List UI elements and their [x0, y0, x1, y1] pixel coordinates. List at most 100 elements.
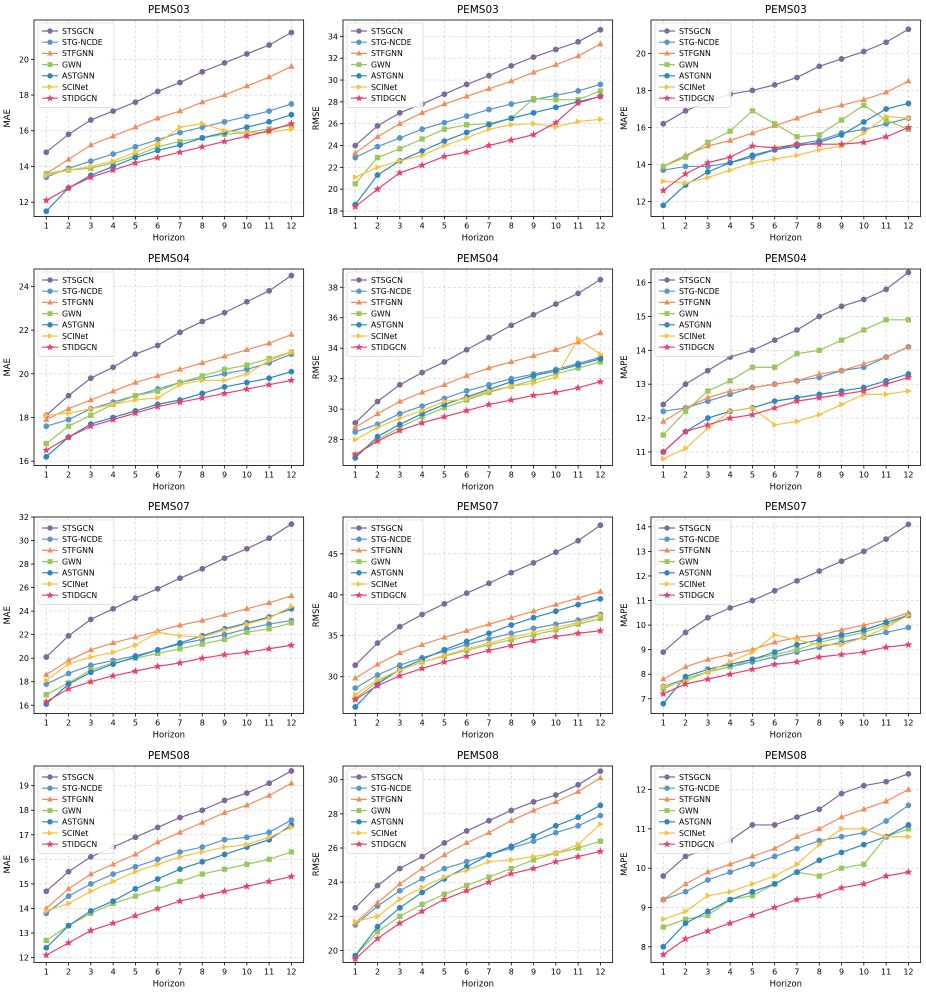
legend-label: STIDGCN [679, 94, 714, 103]
data-point [131, 158, 140, 167]
x-tick-label: 9 [531, 470, 536, 479]
data-point [727, 651, 734, 657]
data-point [65, 922, 72, 929]
data-point [418, 611, 425, 618]
y-tick-label: 9 [641, 646, 646, 655]
data-point [395, 168, 404, 177]
series-line [45, 123, 292, 201]
series-stsgcn [352, 276, 603, 426]
data-point [265, 380, 273, 388]
series-line [354, 590, 601, 679]
legend-marker [356, 829, 362, 836]
data-point [374, 882, 381, 889]
data-point [906, 316, 912, 322]
legend-label: STFGNN [371, 795, 403, 804]
data-point [463, 113, 470, 119]
data-point [573, 629, 582, 637]
series-line [354, 356, 601, 433]
series-stg-ncde [43, 101, 295, 181]
y-tick-label: 28 [327, 98, 337, 107]
data-point [396, 865, 403, 871]
x-tick-label: 1 [352, 221, 357, 230]
data-point [772, 880, 778, 887]
x-tick-label: 9 [222, 470, 227, 479]
data-point [221, 118, 228, 125]
data-point [221, 383, 228, 390]
data-point [266, 626, 272, 632]
series-line [663, 318, 909, 435]
data-point [221, 631, 228, 638]
legend-label: STFGNN [62, 49, 94, 58]
data-point [397, 414, 403, 421]
data-point [861, 119, 868, 125]
data-point [66, 660, 73, 668]
data-point [484, 877, 493, 885]
x-tick-label: 8 [817, 221, 822, 230]
legend-item: STG-NCDE [350, 38, 411, 47]
data-point [109, 415, 117, 423]
legend-label: SCINet [62, 83, 88, 92]
legend-label: GWN [371, 557, 391, 566]
data-point [485, 817, 492, 824]
legend-box [346, 22, 423, 108]
y-tick-label: 26 [327, 844, 337, 853]
data-point [131, 667, 140, 675]
series-line [354, 360, 601, 455]
data-point [508, 321, 514, 328]
legend-label: SCINet [62, 331, 88, 340]
x-tick-label: 8 [508, 221, 513, 230]
data-point [574, 601, 581, 608]
data-point [441, 91, 447, 98]
data-point [906, 612, 913, 619]
legend-marker [355, 818, 362, 825]
data-point [418, 875, 425, 882]
data-point [288, 620, 295, 626]
legend-label: STFGNN [62, 795, 94, 804]
series-stfgnn [351, 588, 604, 681]
series-line [45, 850, 292, 941]
series-line [663, 523, 910, 653]
data-point [726, 670, 735, 678]
x-tick-label: 3 [88, 470, 93, 479]
series-stg-ncde [43, 816, 295, 916]
data-point [485, 828, 492, 835]
x-tick-label: 1 [661, 470, 666, 479]
data-point [351, 954, 359, 962]
data-point [484, 141, 493, 149]
data-point [705, 387, 711, 394]
data-point [705, 892, 712, 899]
data-point [861, 634, 868, 641]
series-stg-ncde [660, 115, 912, 174]
legend-item: SCINet [350, 83, 397, 92]
data-point [374, 640, 381, 646]
data-point [440, 100, 448, 107]
data-point [904, 123, 913, 131]
series-line [663, 827, 909, 920]
x-tick-label: 9 [222, 967, 227, 976]
data-point [553, 849, 559, 856]
legend-marker [47, 829, 54, 836]
data-point [727, 377, 734, 383]
data-point [463, 81, 470, 88]
data-point [552, 345, 559, 352]
data-point [904, 640, 913, 648]
legend: STSGCN STG-NCDE STFGNN GWN ASTGNN SCINet STIDG… [346, 768, 423, 854]
legend-marker [47, 795, 53, 802]
data-point [883, 629, 890, 636]
series-stg-ncde [660, 801, 912, 903]
legend-item: GWN [659, 60, 699, 69]
legend-label: GWN [679, 557, 699, 566]
data-point [682, 107, 689, 114]
data-point [199, 870, 205, 877]
x-tick-label: 2 [683, 967, 688, 976]
data-point [507, 869, 515, 877]
x-tick-label: 10 [859, 221, 869, 230]
y-tick-label: 12 [636, 785, 646, 794]
data-point [243, 298, 250, 305]
series-line [46, 103, 292, 178]
data-point [87, 870, 94, 876]
legend-label: STG-NCDE [62, 535, 103, 544]
legend-item: STIDGCN [41, 840, 97, 849]
chart-panel: PEMS04 1 2 3 4 5 6 7 8 9 10 11 12 16 18 20 22 24 Horizon MA… [0, 249, 309, 498]
legend-marker [355, 795, 362, 802]
